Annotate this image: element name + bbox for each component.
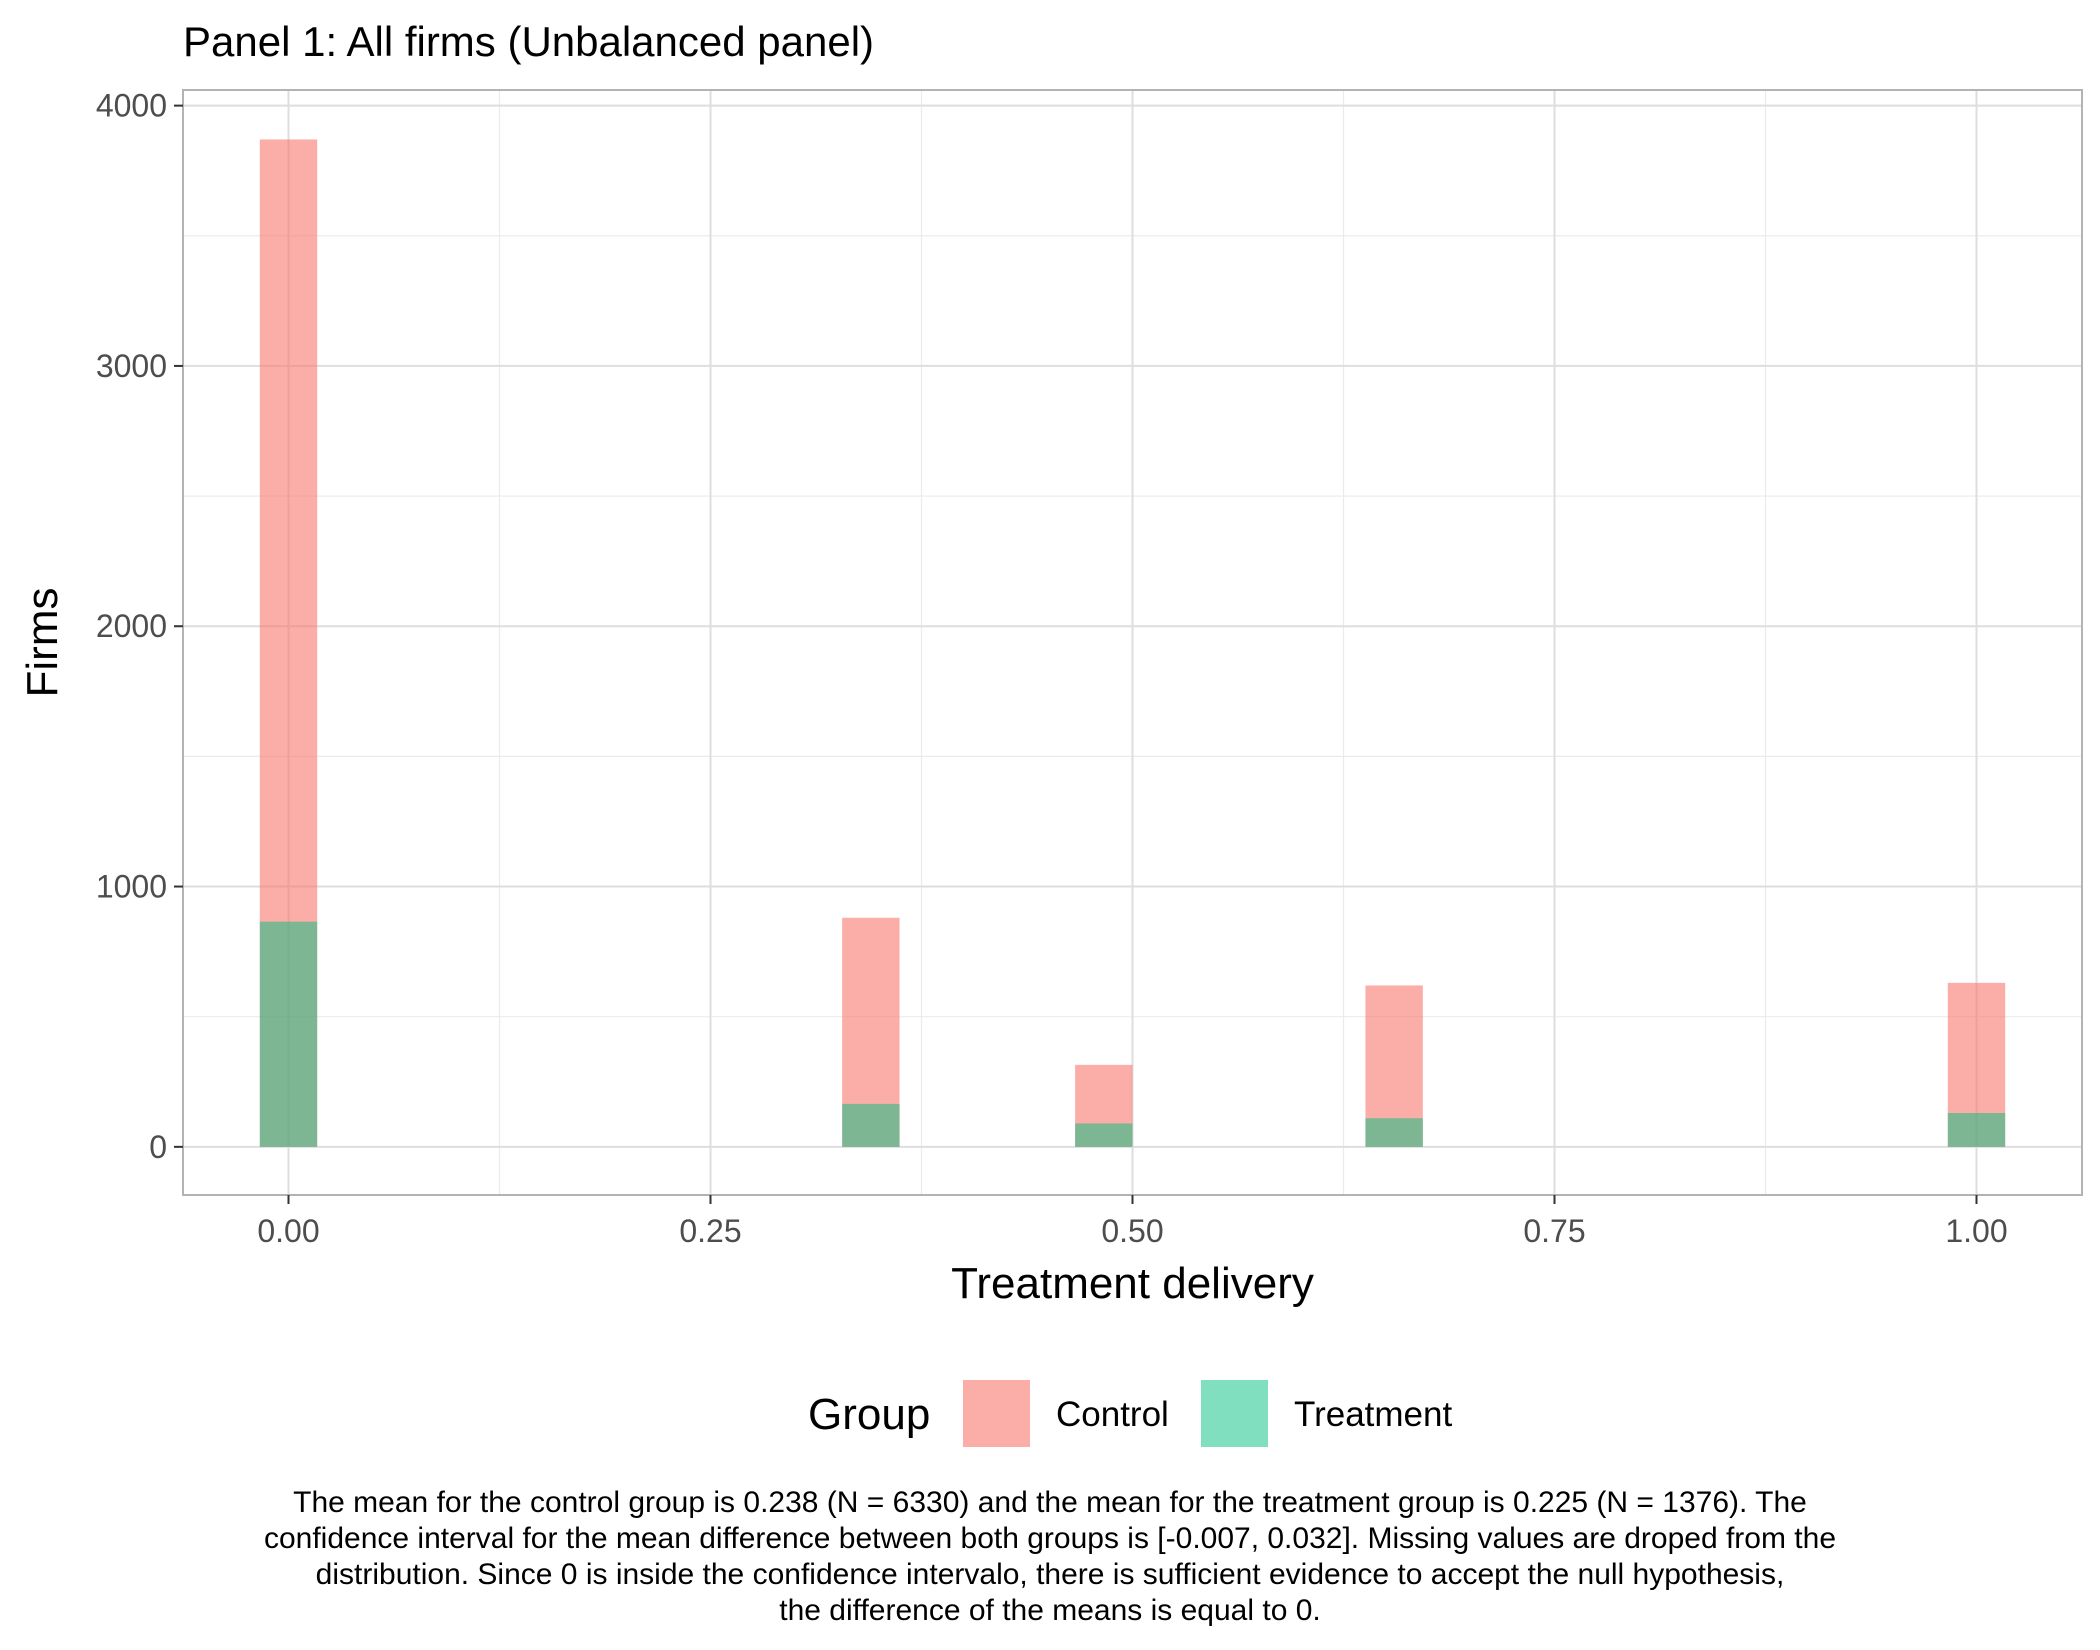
- legend-key-control: [963, 1380, 1030, 1447]
- caption-line: The mean for the control group is 0.238 …: [293, 1486, 1807, 1519]
- axis-ticks: 0.00 0.25 0.50 0.75 1.00 0 1000 2000 3000 4000: [96, 88, 2008, 1249]
- bar-treatment: [842, 1103, 900, 1147]
- bar-treatment: [259, 921, 318, 1147]
- caption-line: confidence interval for the mean differe…: [263, 1522, 1837, 1555]
- y-tick-label: 0: [149, 1129, 167, 1165]
- y-tick-label: 1000: [96, 869, 167, 905]
- x-tick-label: 1.00: [1945, 1213, 2007, 1249]
- legend-label-control: Control: [1056, 1395, 1169, 1434]
- y-tick-label: 2000: [96, 608, 167, 644]
- legend: Group Control Treatment: [808, 1380, 1452, 1447]
- grid-lines: [183, 90, 2082, 1195]
- bars: [259, 139, 2006, 1147]
- legend-key-treatment: [1201, 1380, 1268, 1447]
- y-tick-label: 3000: [96, 348, 167, 384]
- bar-treatment: [1075, 1123, 1133, 1147]
- caption-line: the difference of the means is equal to …: [779, 1594, 1321, 1627]
- x-axis-title: Treatment delivery: [951, 1259, 1314, 1308]
- bar-treatment: [1365, 1118, 1423, 1147]
- y-axis-title: Firms: [18, 588, 67, 698]
- x-tick-label: 0.75: [1523, 1213, 1585, 1249]
- y-tick-label: 4000: [96, 88, 167, 124]
- bar-treatment: [1947, 1113, 2006, 1147]
- legend-label-treatment: Treatment: [1294, 1395, 1452, 1434]
- x-tick-label: 0.25: [679, 1213, 741, 1249]
- chart-caption: The mean for the control group is 0.238 …: [150, 1485, 1950, 1629]
- caption-line: distribution. Since 0 is inside the conf…: [315, 1558, 1785, 1591]
- x-tick-label: 0.00: [257, 1213, 319, 1249]
- chart-title: Panel 1: All firms (Unbalanced panel): [183, 18, 874, 65]
- x-tick-label: 0.50: [1101, 1213, 1163, 1249]
- legend-title: Group: [808, 1390, 930, 1439]
